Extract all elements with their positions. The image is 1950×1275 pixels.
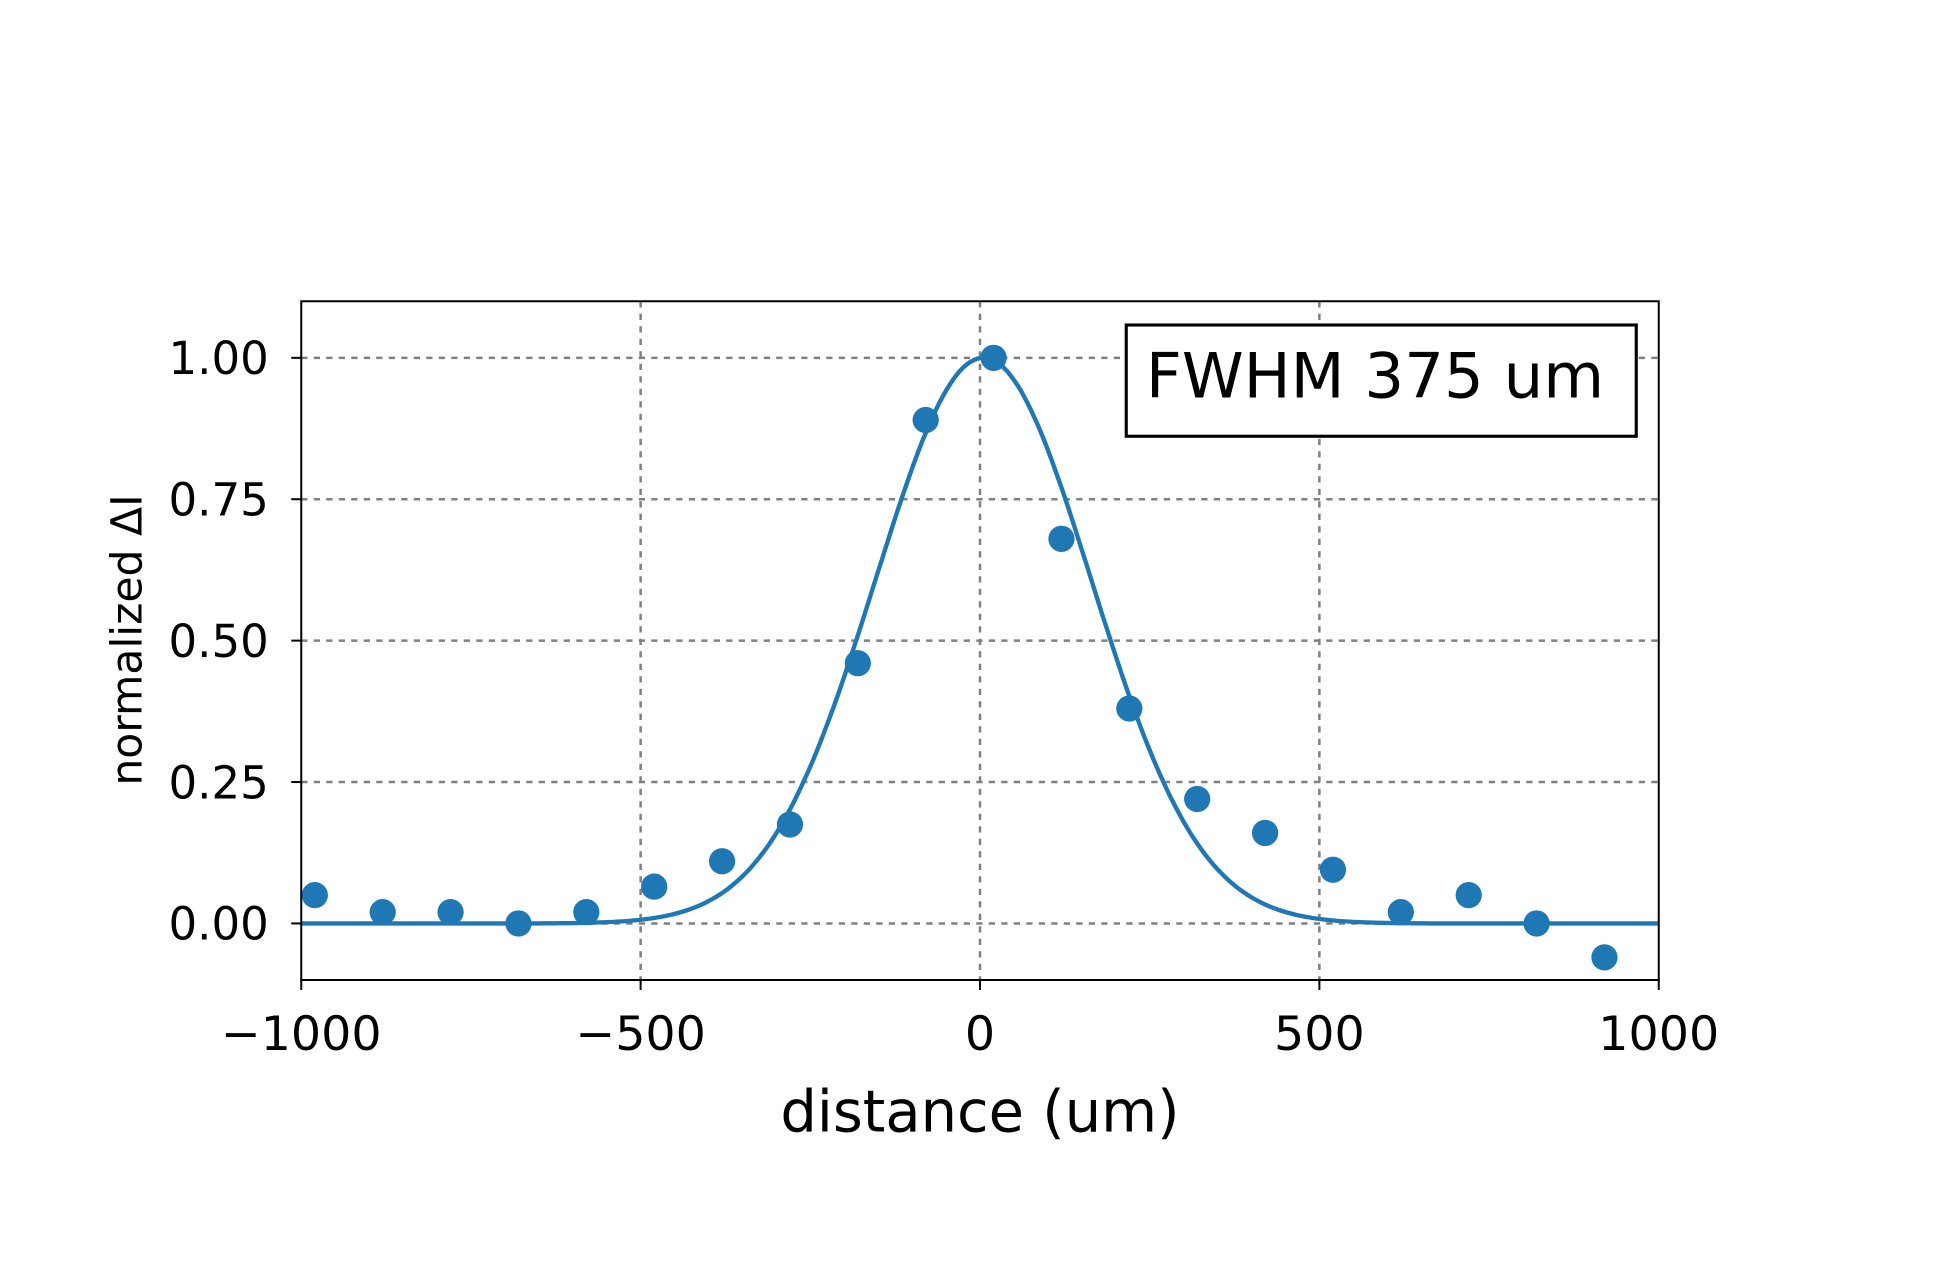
data-points xyxy=(301,344,1618,971)
data-point xyxy=(1591,944,1618,971)
data-point xyxy=(573,899,600,926)
y-tick-label: 1.00 xyxy=(169,332,269,385)
data-point xyxy=(844,650,871,677)
data-point xyxy=(1523,910,1550,937)
x-tick-label: −1000 xyxy=(221,1007,382,1062)
y-tick-label: 0.75 xyxy=(169,473,269,526)
x-axis-label: distance (um) xyxy=(780,1078,1179,1145)
x-tick-label: −500 xyxy=(575,1007,705,1062)
x-tick-label: 1000 xyxy=(1598,1007,1719,1062)
y-tick-label: 0.50 xyxy=(169,615,269,668)
data-point xyxy=(776,811,804,838)
y-tick-label: 0.25 xyxy=(169,756,269,809)
x-tick-label: 0 xyxy=(965,1007,995,1062)
annotation-box: FWHM 375 um xyxy=(1124,323,1638,438)
data-point xyxy=(708,848,736,875)
data-point xyxy=(1184,785,1211,813)
annotation-text: FWHM 375 um xyxy=(1146,340,1604,413)
ticks: −1000 −500 0 500 1000 0.00 0.25 0.50 0.75 1.00 xyxy=(169,332,1720,1062)
data-point xyxy=(980,344,1007,371)
y-axis-label: normalized ΔI xyxy=(103,494,152,785)
data-point xyxy=(641,873,668,900)
x-tick-label: 500 xyxy=(1274,1007,1365,1062)
data-point xyxy=(912,406,939,434)
data-point xyxy=(1251,819,1279,847)
data-point xyxy=(369,899,396,926)
data-point xyxy=(1048,525,1075,552)
data-point xyxy=(1387,899,1414,926)
data-point xyxy=(1455,882,1482,909)
data-point xyxy=(1116,695,1143,722)
data-point xyxy=(301,882,328,909)
data-point xyxy=(505,910,532,937)
data-point xyxy=(1319,856,1347,883)
y-tick-label: 0.00 xyxy=(169,898,269,951)
data-point xyxy=(437,899,464,926)
